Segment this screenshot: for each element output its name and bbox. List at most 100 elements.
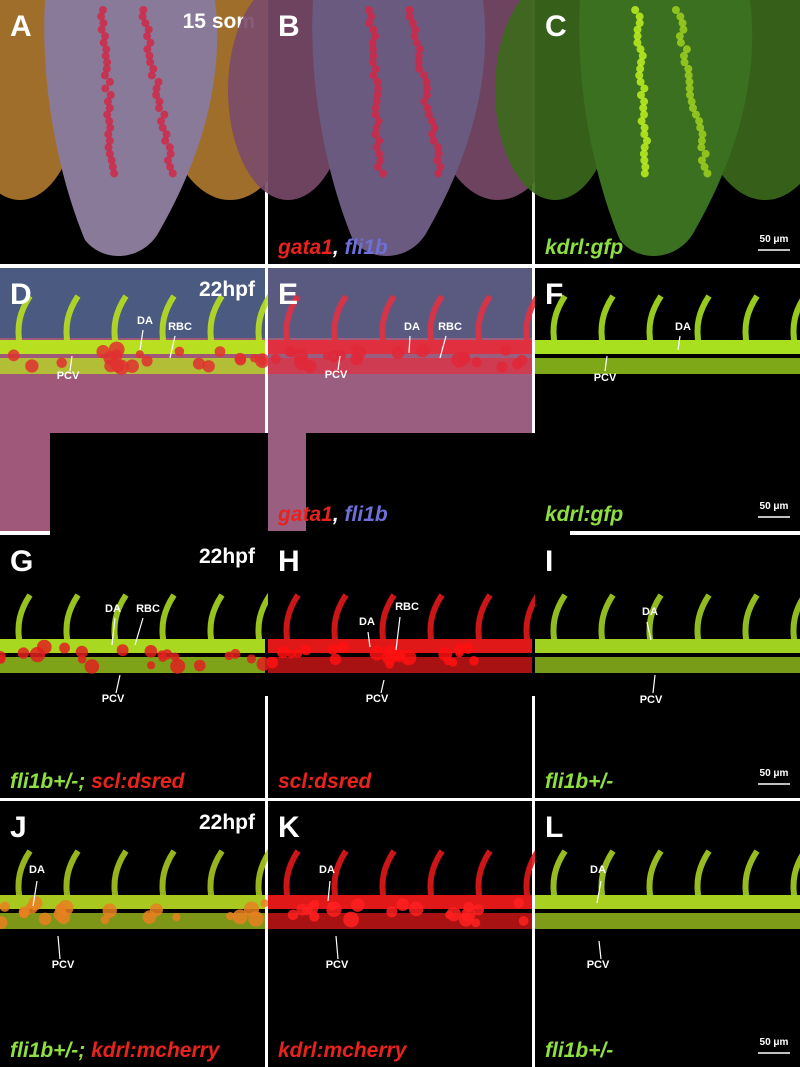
cardinal-vein [535,657,800,673]
cell [635,71,644,80]
blood-cell [462,642,474,654]
annotation-line [439,335,447,359]
blood-cell [147,661,156,670]
caption: fli1b+/-; scl:dsred [10,770,186,793]
blood-cell [496,361,508,373]
cell [373,91,382,99]
blood-cell [234,354,247,366]
caption: kdrl:mcherry [278,1039,408,1062]
caption: fli1b+/- [545,1039,613,1062]
cell [141,19,150,28]
scale-label: 50 μm [760,1037,789,1048]
annotation-line [646,621,652,641]
panel: G 22hpf DA RBC PCV fli1b+/-; scl:dsred [0,535,273,798]
blood-cell [408,901,424,917]
panel-letter: D [10,278,32,311]
blood-cell [327,644,339,655]
blood-cell [246,654,257,664]
blood-cell [102,903,117,918]
blood-cell [471,357,482,368]
blood-cell [56,357,67,369]
cell [154,104,163,113]
cell [154,77,163,86]
cell [101,84,110,93]
cell [371,104,380,113]
annotation-line [367,631,371,648]
cell [640,143,649,152]
cell [158,123,167,132]
cell [640,110,649,119]
annotation-line [677,335,681,351]
caption: gata1, fli1b [277,503,388,526]
cell [638,51,647,60]
cell [639,104,648,113]
annotation-line [408,335,411,354]
panel-background [0,801,265,1067]
cell [679,25,688,34]
caption: kdrl:gfp [545,503,623,526]
blood-cell [257,356,268,366]
cell [145,51,154,60]
caption-part: fli1b+/- [545,1039,613,1062]
cell [684,71,693,80]
annotation-line [115,674,121,694]
cell [101,32,110,41]
blood-cell [174,346,185,357]
caption-part: , [332,236,339,259]
blood-cell [77,655,87,664]
caption-part: , [332,503,339,526]
panel: K DA PCV kdrl:mcherry [268,801,541,1067]
blood-cell [161,649,173,660]
blood-cell [172,913,181,922]
annotation: DA [675,321,691,333]
cell [166,149,175,158]
cell [375,136,384,145]
blood-cell [472,904,484,916]
blood-cell [20,908,29,918]
blood-cell [266,657,279,669]
caption-part: fli1b+/-; [10,1039,85,1062]
stage-label: 22hpf [199,278,256,301]
panel: H DA RBC PCV scl:dsred [266,535,541,798]
cell [420,71,429,80]
cell [637,58,646,67]
scale-label: 50 μm [760,234,789,245]
annotation-line [596,880,602,904]
blood-cell [59,642,70,654]
cell [162,130,171,139]
cell [633,38,642,47]
panel-letter: K [278,811,300,844]
cell [671,6,680,14]
cell [703,169,712,178]
stage-label: 22hpf [199,811,256,834]
cell [405,6,414,14]
annotation-line [134,617,144,646]
panel-letter: B [278,10,300,43]
blood-cell [415,343,430,358]
annotation-line [380,679,385,694]
caption: fli1b+/- [545,770,613,793]
caption: kdrl:gfp [545,236,623,259]
cell [676,38,685,47]
cell [639,149,648,158]
cell [434,169,443,178]
cell [101,51,110,60]
cardinal-vein [268,913,532,929]
embryo [579,0,753,257]
cell [415,64,424,73]
cell [106,123,115,132]
cell [106,91,115,99]
annotation: DA [590,864,606,876]
blood-cell [459,912,474,927]
cell [376,156,385,165]
panel-background [268,801,532,1067]
blood-cell [230,648,241,659]
blood-cell [396,898,410,911]
blood-cell [193,659,206,672]
cell [369,51,378,60]
cardinal-vein [535,913,800,929]
blood-cell [448,657,458,667]
cell [405,12,414,21]
annotation: RBC [136,603,160,615]
cell [700,162,709,171]
